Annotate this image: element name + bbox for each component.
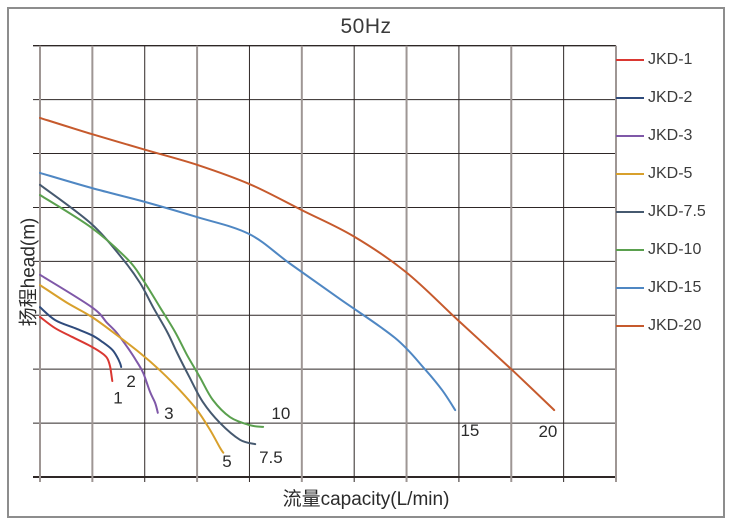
curve-jkd-7.5 <box>39 183 257 446</box>
legend-swatch <box>616 211 644 213</box>
legend-label: JKD-3 <box>648 127 693 144</box>
legend-swatch <box>616 173 644 175</box>
legend-label: JKD-2 <box>648 89 693 106</box>
legend-label: JKD-20 <box>648 317 702 334</box>
legend-label: JKD-7.5 <box>648 203 706 220</box>
legend-item-jkd-7.5: JKD-7.5 <box>616 193 728 231</box>
legend-swatch <box>616 287 644 289</box>
legend-item-jkd-5: JKD-5 <box>616 155 728 193</box>
curve-end-label-10: 10 <box>271 404 290 423</box>
curve-end-label-15: 15 <box>460 421 479 440</box>
chart-title: 50Hz <box>340 15 392 38</box>
legend-label: JKD-1 <box>648 51 693 68</box>
curve-jkd-1 <box>39 315 114 382</box>
legend-item-jkd-1: JKD-1 <box>616 41 728 79</box>
curve-end-label-1: 1 <box>113 389 122 408</box>
legend: JKD-1 JKD-2 JKD-3 JKD-5 JKD-7.5 JKD-10 JKD-15 J… <box>616 41 728 345</box>
curve-jkd-5 <box>39 284 225 454</box>
curve-end-label-20: 20 <box>538 422 557 441</box>
curve-jkd-2 <box>39 306 123 368</box>
legend-swatch <box>616 59 644 61</box>
legend-label: JKD-10 <box>648 241 702 258</box>
curve-end-label-7.5: 7.5 <box>259 448 283 467</box>
legend-swatch <box>616 249 644 251</box>
curve-end-label-2: 2 <box>126 372 135 391</box>
legend-swatch <box>616 97 644 99</box>
legend-item-jkd-2: JKD-2 <box>616 79 728 117</box>
legend-swatch <box>616 135 644 137</box>
legend-item-jkd-3: JKD-3 <box>616 117 728 155</box>
legend-item-jkd-15: JKD-15 <box>616 269 728 307</box>
legend-item-jkd-20: JKD-20 <box>616 307 728 345</box>
x-axis-label: 流量capacity(L/min) <box>282 489 450 510</box>
legend-label: JKD-5 <box>648 165 693 182</box>
curve-jkd-10 <box>39 194 265 428</box>
curve-jkd-3 <box>39 273 159 414</box>
curve-end-label-3: 3 <box>164 404 173 423</box>
curve-end-label-5: 5 <box>222 452 231 471</box>
curve-jkd-20 <box>39 116 556 412</box>
legend-swatch <box>616 325 644 327</box>
legend-label: JKD-15 <box>648 279 702 296</box>
legend-item-jkd-10: JKD-10 <box>616 231 728 269</box>
curve-jkd-15 <box>39 171 457 412</box>
